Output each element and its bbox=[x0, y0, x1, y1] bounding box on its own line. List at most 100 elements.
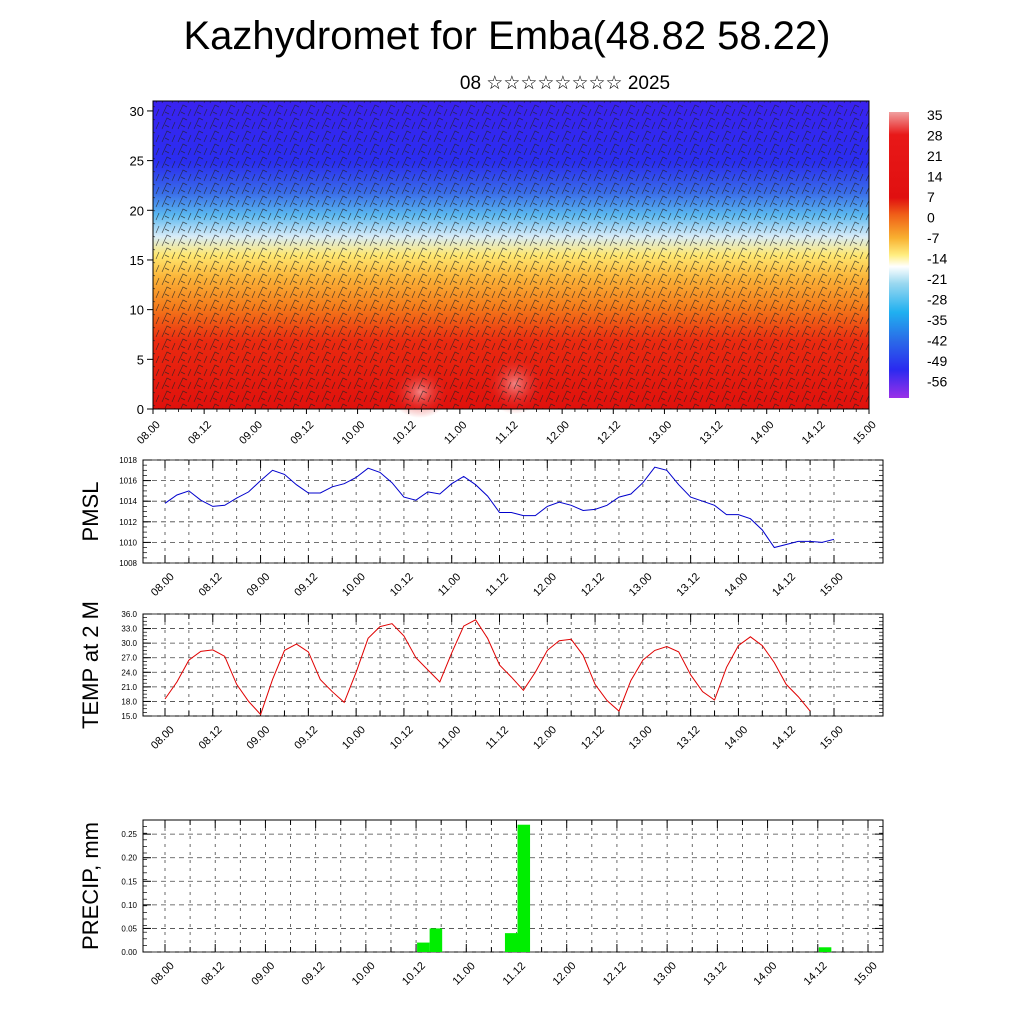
x-tick-label: 08.12 bbox=[199, 960, 227, 988]
x-tick-label: 09.00 bbox=[237, 419, 265, 447]
x-tick-label: 09.00 bbox=[244, 571, 272, 599]
x-tick-label: 13.12 bbox=[675, 724, 703, 752]
colorbar-label: 35 bbox=[927, 107, 943, 123]
colorbar-label: -14 bbox=[927, 251, 947, 267]
x-tick-label: 11.00 bbox=[436, 724, 463, 751]
x-tick-label: 08.12 bbox=[186, 419, 214, 447]
y-tick-label: 33.0 bbox=[121, 625, 137, 634]
colorbar-label: 21 bbox=[927, 148, 943, 164]
colorbar-label: 0 bbox=[927, 210, 935, 226]
colorbar-label: 7 bbox=[927, 189, 935, 205]
x-tick-label: 13.00 bbox=[627, 724, 655, 752]
y-tick-label: 1010 bbox=[119, 538, 137, 547]
colorbar-label: -49 bbox=[927, 353, 947, 369]
temp-panel: 15.0 18.0 21.0 24.0 27.0 30.0 33.0 36.0 08.00 08.… bbox=[78, 601, 884, 752]
y-tick-label: 0.15 bbox=[121, 877, 137, 886]
y-tick-label: 24.0 bbox=[121, 668, 137, 677]
y-tick-label: 1014 bbox=[119, 497, 137, 506]
x-tick-label: 11.00 bbox=[442, 419, 469, 446]
precip-bar bbox=[818, 947, 832, 952]
y-tick-label: 30 bbox=[130, 104, 144, 119]
y-tick-label: 0 bbox=[137, 402, 144, 417]
colorbar-label: -28 bbox=[927, 292, 947, 308]
x-tick-label: 13.12 bbox=[701, 960, 729, 988]
colorbar-label: -21 bbox=[927, 271, 947, 287]
x-tick-label: 11.12 bbox=[493, 419, 520, 446]
x-tick-label: 10.12 bbox=[388, 724, 416, 752]
x-tick-label: 14.00 bbox=[722, 571, 750, 599]
y-tick-label: 5 bbox=[137, 352, 144, 367]
y-tick-label: 25 bbox=[130, 154, 144, 169]
y-tick-label: 10 bbox=[130, 303, 144, 318]
precip-bar bbox=[417, 942, 430, 952]
y-tick-label: 0.05 bbox=[121, 924, 137, 933]
heatmap-panel: 0 5 10 15 20 25 30 08.00 08.12 09.00 09.12 10.00 10… bbox=[130, 100, 947, 447]
x-tick-label: 08.00 bbox=[149, 960, 177, 988]
y-tick-label: 0.00 bbox=[121, 948, 137, 957]
y-tick-label: 18.0 bbox=[121, 697, 137, 706]
plot-frame bbox=[142, 819, 884, 953]
colorbar-label: -42 bbox=[927, 333, 947, 349]
y-tick-label: 1018 bbox=[119, 456, 137, 465]
x-tick-label: 10.12 bbox=[388, 571, 416, 599]
x-tick-label: 10.00 bbox=[339, 419, 367, 447]
chart-subtitle: 08 ☆☆☆☆☆☆☆☆ 2025 bbox=[459, 73, 671, 94]
x-tick-label: 11.00 bbox=[450, 960, 477, 987]
series-line bbox=[164, 619, 811, 716]
x-tick-label: 12.00 bbox=[531, 724, 559, 752]
precip-bar bbox=[517, 824, 531, 952]
x-tick-label: 11.00 bbox=[436, 571, 463, 598]
pmsl-panel: 1008 1010 1012 1014 1016 1018 08.00 08.12 09.00 0… bbox=[78, 456, 884, 599]
colorbar-label: -56 bbox=[927, 374, 947, 390]
y-tick-label: 0.10 bbox=[121, 901, 137, 910]
x-tick-label: 08.00 bbox=[149, 571, 177, 599]
chart-title: Kazhydromet for Emba(48.82 58.22) bbox=[183, 14, 831, 58]
x-tick-label: 11.12 bbox=[501, 960, 528, 987]
x-tick-label: 15.00 bbox=[851, 419, 879, 447]
y-tick-label: 36.0 bbox=[121, 610, 137, 619]
x-tick-label: 14.12 bbox=[802, 960, 830, 988]
x-tick-label: 12.12 bbox=[579, 724, 607, 752]
colorbar-label: 28 bbox=[927, 128, 943, 144]
x-tick-label: 12.00 bbox=[544, 419, 572, 447]
x-tick-label: 12.00 bbox=[551, 960, 579, 988]
colorbar-label: -35 bbox=[927, 312, 947, 328]
x-tick-label: 08.00 bbox=[135, 419, 163, 447]
x-tick-label: 14.00 bbox=[751, 960, 779, 988]
wind-barbs-layer bbox=[153, 101, 869, 409]
x-tick-label: 13.00 bbox=[627, 571, 655, 599]
colorbar-label: -7 bbox=[927, 230, 940, 246]
x-tick-label: 09.12 bbox=[300, 960, 328, 988]
x-tick-label: 10.00 bbox=[340, 571, 368, 599]
x-tick-label: 09.00 bbox=[249, 960, 277, 988]
x-tick-label: 10.00 bbox=[340, 724, 368, 752]
x-tick-label: 14.00 bbox=[722, 724, 750, 752]
y-tick-label: 27.0 bbox=[121, 654, 137, 663]
series-line bbox=[164, 466, 835, 549]
x-tick-label: 10.12 bbox=[391, 419, 419, 447]
x-tick-label: 14.12 bbox=[770, 724, 798, 752]
x-tick-label: 13.00 bbox=[651, 960, 679, 988]
y-tick-label: 15.0 bbox=[121, 712, 137, 721]
x-tick-label: 11.12 bbox=[484, 724, 511, 751]
precip-panel: 0.00 0.05 0.10 0.15 0.20 0.25 08.00 08.12 09.00 0… bbox=[78, 819, 884, 988]
x-tick-label: 11.12 bbox=[484, 571, 511, 598]
y-tick-label: 21.0 bbox=[121, 683, 137, 692]
x-tick-label: 10.00 bbox=[350, 960, 378, 988]
x-tick-label: 15.00 bbox=[818, 724, 846, 752]
y-tick-label: 0.25 bbox=[121, 830, 137, 839]
y-tick-label: 15 bbox=[130, 253, 144, 268]
x-tick-label: 13.00 bbox=[646, 419, 674, 447]
y-axis-title: PMSL bbox=[78, 482, 103, 542]
y-tick-label: 1008 bbox=[119, 559, 137, 568]
x-tick-label: 08.00 bbox=[149, 724, 177, 752]
x-tick-label: 14.12 bbox=[800, 419, 828, 447]
y-tick-label: 30.0 bbox=[121, 639, 137, 648]
y-axis-title: PRECIP, mm bbox=[78, 822, 103, 950]
y-tick-label: 1012 bbox=[119, 518, 137, 527]
x-tick-label: 09.12 bbox=[292, 571, 320, 599]
x-tick-label: 08.12 bbox=[197, 571, 225, 599]
x-tick-label: 12.12 bbox=[579, 571, 607, 599]
colorbar-label: 14 bbox=[927, 169, 943, 185]
